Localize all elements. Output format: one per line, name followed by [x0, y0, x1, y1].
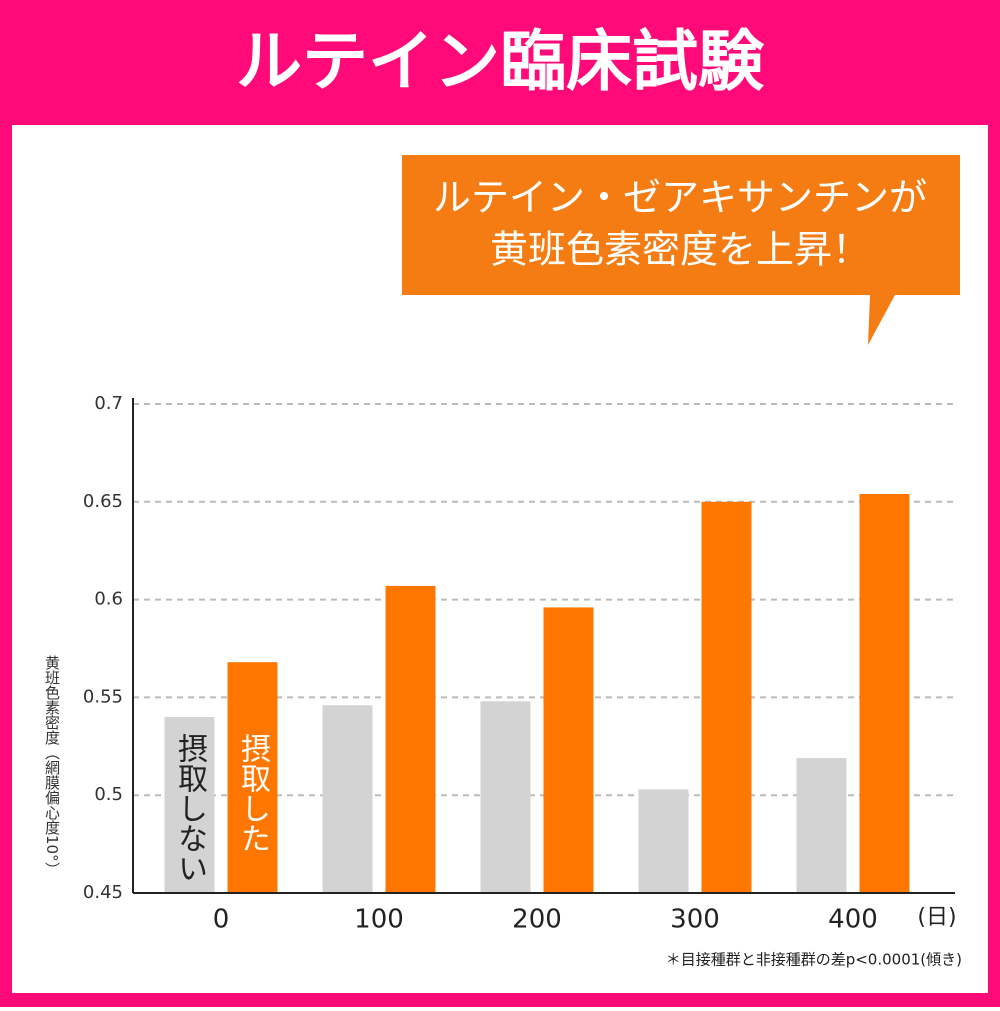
x-tick-label: 200 — [512, 905, 562, 935]
callout-line: 黄班色素密度を上昇！ — [490, 228, 870, 272]
x-tick-label: 300 — [670, 905, 720, 935]
bar — [322, 705, 373, 893]
y-tick-label: 0.65 — [83, 491, 123, 512]
chart-title: ルテイン臨床試験 — [236, 23, 765, 100]
y-tick-label: 0.55 — [83, 686, 123, 707]
bar — [480, 701, 531, 893]
y-tick-label: 0.5 — [94, 784, 123, 805]
x-tick-label: 400 — [828, 905, 878, 935]
bar — [796, 758, 847, 893]
y-tick-label: 0.45 — [83, 882, 123, 903]
legend-label: 摂取しない — [172, 733, 208, 883]
footnote: ＊目接種群と非接種群の差p<0.0001(傾き) — [666, 951, 962, 969]
bar — [701, 501, 752, 893]
x-tick-label: 0 — [213, 905, 230, 935]
x-unit: (日) — [917, 905, 956, 930]
y-axis-label: 黄班色素密度（網膜偏心度10°） — [43, 655, 61, 877]
legend-label: 摂取した — [235, 733, 271, 853]
callout-box — [402, 155, 960, 345]
bar — [859, 493, 910, 893]
callout-line: ルテイン・ゼアキサンチンが — [433, 176, 927, 220]
x-tick-label: 100 — [354, 905, 404, 935]
bar — [164, 716, 215, 893]
bar — [543, 607, 594, 893]
bar — [638, 789, 689, 893]
y-tick-label: 0.6 — [94, 589, 123, 610]
bar — [227, 662, 278, 893]
y-tick-label: 0.7 — [94, 393, 123, 414]
bar — [385, 585, 436, 893]
